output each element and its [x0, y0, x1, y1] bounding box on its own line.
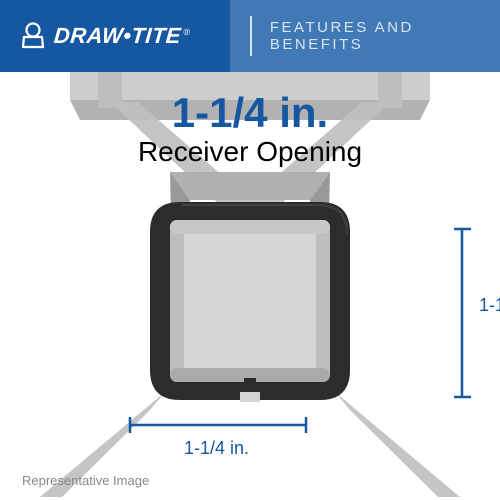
header-tagline-section: FEATURES AND BENEFITS	[230, 0, 500, 72]
dimension-vertical-label: 1-1/4 in.	[479, 295, 500, 316]
brand-name: DRAW•TITE®	[53, 23, 192, 49]
title-block: 1-1/4 in. Receiver Opening	[0, 92, 500, 168]
header-bar: DRAW•TITE® FEATURES AND BENEFITS	[0, 0, 500, 72]
dimension-horizontal-line	[128, 413, 308, 437]
title-measurement: 1-1/4 in.	[0, 92, 500, 134]
diagram-content: 1-1/4 in. Receiver Opening 1-1/4 in. 1-1…	[0, 72, 500, 500]
brand-logo: DRAW•TITE®	[18, 21, 190, 51]
tagline-text: FEATURES AND BENEFITS	[270, 19, 500, 53]
dimension-vertical-line	[451, 227, 475, 399]
header-brand-section: DRAW•TITE®	[0, 0, 230, 72]
dimension-horizontal-label: 1-1/4 in.	[184, 438, 249, 459]
footnote-text: Representative Image	[22, 473, 149, 488]
dimension-vertical: 1-1/4 in.	[451, 227, 475, 404]
hitch-ball-icon	[18, 21, 48, 51]
dimension-horizontal: 1-1/4 in.	[128, 413, 308, 442]
title-label: Receiver Opening	[0, 136, 500, 168]
header-divider	[250, 16, 252, 56]
